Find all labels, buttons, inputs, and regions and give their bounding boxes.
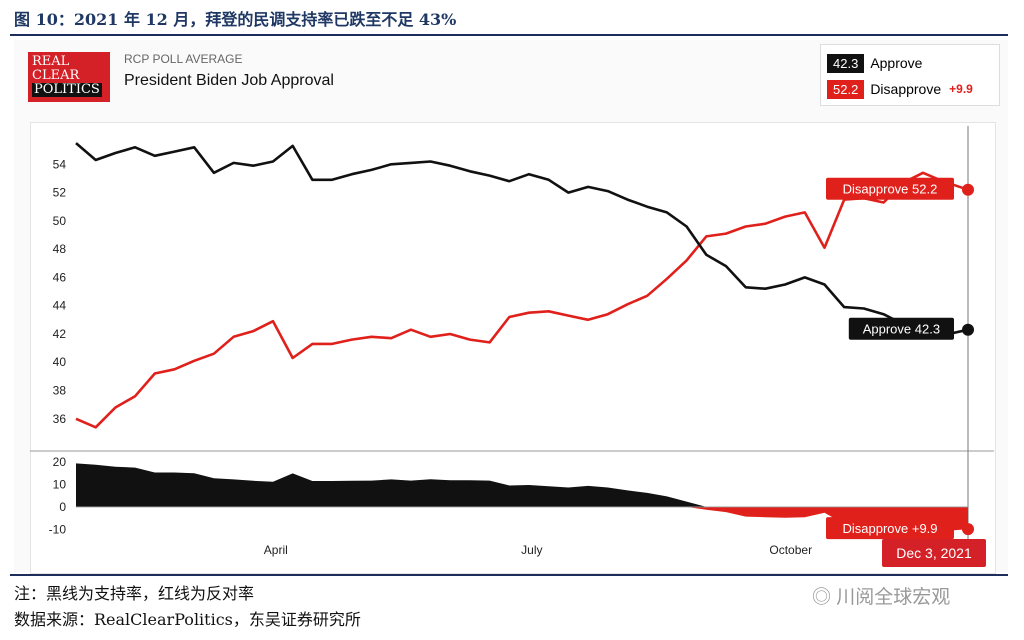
approve-callout-box — [848, 317, 954, 340]
x-tick-july: July — [521, 543, 542, 557]
spread-endpoint — [962, 523, 974, 536]
legend-disapprove-label: Disapprove — [870, 81, 942, 97]
legend-approve: 42.3 Approve — [827, 52, 922, 74]
bottom-rule — [10, 574, 1008, 576]
logo-line-3: POLITICS — [32, 82, 102, 97]
watermark: ◎ 川阅全球宏观 — [812, 582, 950, 609]
y-tick-50: 50 — [53, 214, 67, 228]
spread-callout: Disapprove +9.9 — [842, 521, 937, 536]
spread-area-approve — [76, 463, 968, 507]
y-tick-52: 52 — [53, 186, 67, 200]
disapprove-callout-box — [826, 177, 954, 200]
chart-title: President Biden Job Approval — [124, 72, 334, 89]
x-tick-april: April — [264, 543, 288, 557]
x-tick-october: October — [769, 543, 812, 557]
date-label: Dec 3, 2021 — [896, 545, 972, 561]
chart-subtitle: RCP POLL AVERAGE — [124, 52, 243, 66]
series-endpoint-disapprove — [962, 183, 974, 196]
series-line-approve — [75, 142, 969, 340]
top-rule — [10, 34, 1008, 36]
rcp-logo: REAL CLEAR POLITICS — [28, 52, 110, 102]
legend: 42.3 Approve 52.2 Disapprove +9.9 — [820, 44, 1000, 106]
date-label-box — [882, 539, 986, 567]
logo-line-2: CLEAR — [32, 68, 80, 83]
spread-y-tick--10: -10 — [49, 522, 67, 536]
logo-line-1: REAL — [32, 54, 70, 69]
legend-disapprove: 52.2 Disapprove +9.9 — [827, 78, 973, 100]
figure-title: 图 10：2021 年 12 月，拜登的民调支持率已跌至不足 43% — [14, 10, 457, 29]
y-tick-44: 44 — [53, 299, 67, 313]
wechat-icon: ◎ — [812, 587, 832, 608]
legend-approve-value: 42.3 — [827, 53, 865, 73]
spread-callout-box — [826, 517, 954, 540]
series-line-disapprove — [75, 171, 969, 429]
y-tick-38: 38 — [53, 384, 67, 398]
y-tick-40: 40 — [53, 355, 67, 369]
disapprove-callout: Disapprove 52.2 — [843, 182, 938, 197]
y-tick-36: 36 — [53, 412, 67, 426]
spread-y-tick-0: 0 — [59, 500, 66, 514]
legend-approve-label: Approve — [870, 55, 923, 71]
y-tick-48: 48 — [53, 242, 67, 256]
series-endpoint-approve — [962, 323, 974, 336]
watermark-text: 川阅全球宏观 — [836, 587, 951, 608]
figure-source: 数据来源：RealClearPolitics，东吴证券研究所 — [14, 610, 361, 629]
legend-spread: +9.9 — [949, 82, 973, 96]
approve-callout: Approve 42.3 — [863, 322, 940, 337]
y-tick-42: 42 — [53, 327, 67, 341]
spread-area-disapprove — [76, 506, 968, 534]
figure-note: 注：黑线为支持率，红线为反对率 — [14, 584, 255, 603]
spread-y-tick-10: 10 — [53, 478, 67, 492]
spread-y-tick-20: 20 — [53, 455, 67, 469]
y-tick-46: 46 — [53, 270, 67, 284]
y-tick-54: 54 — [53, 157, 67, 171]
legend-disapprove-value: 52.2 — [827, 79, 865, 99]
